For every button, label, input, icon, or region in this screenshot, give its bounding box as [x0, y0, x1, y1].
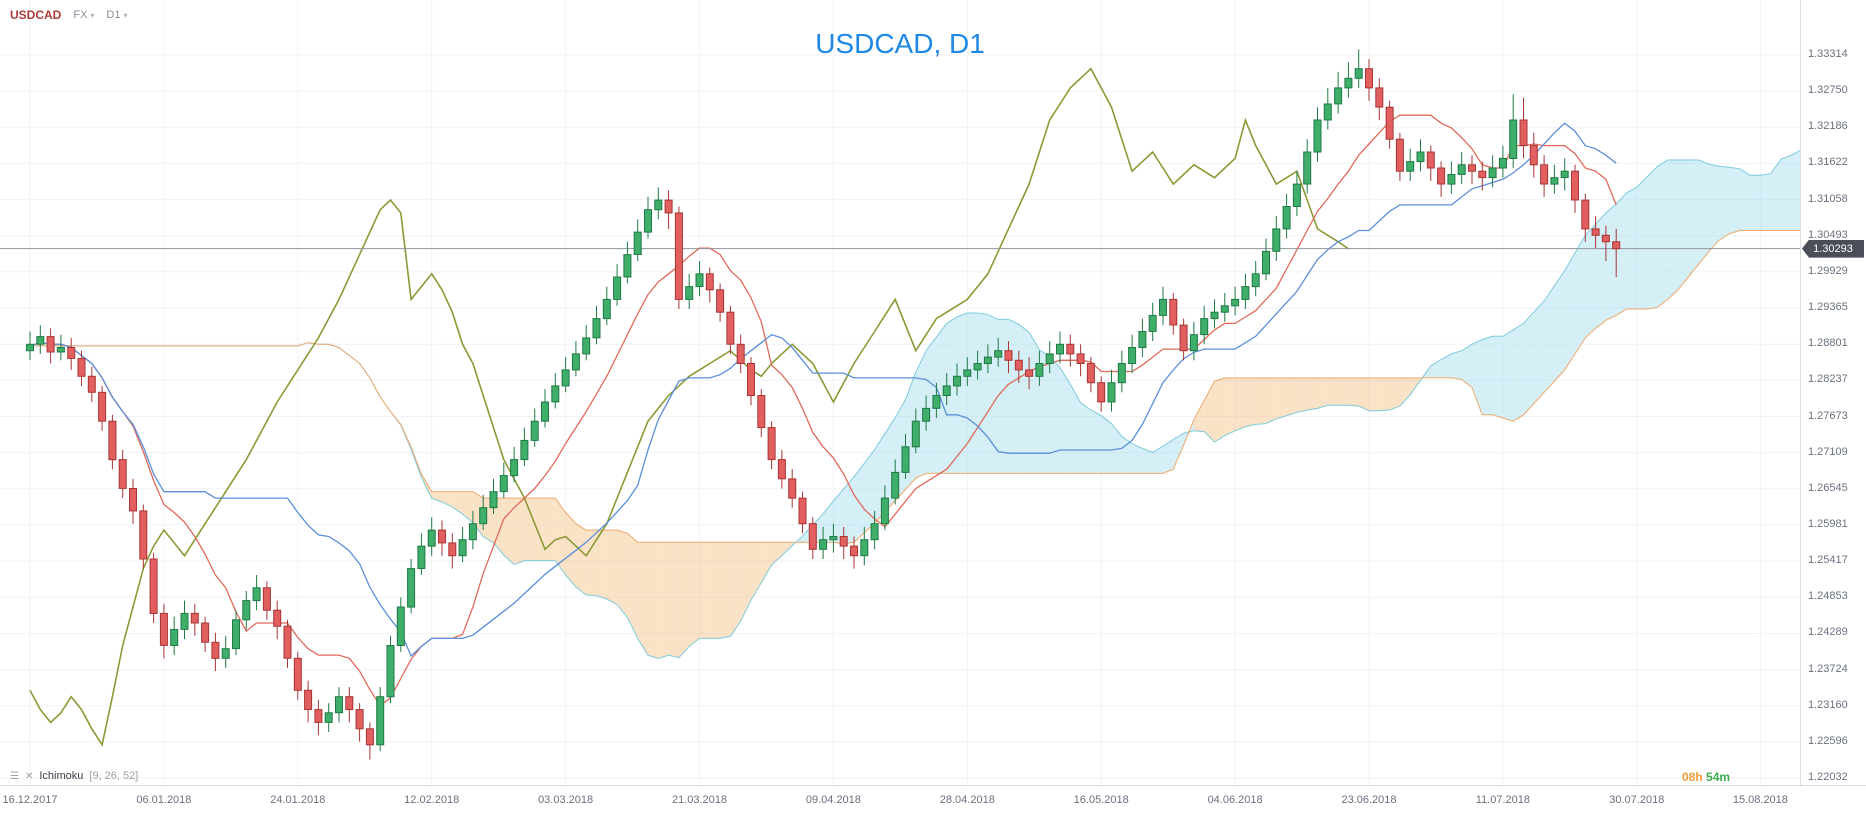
time-axis-label: 12.02.2018	[404, 794, 460, 806]
indicator-remove-icon[interactable]: ✕	[24, 770, 34, 782]
chevron-down-icon: ▾	[90, 10, 95, 20]
chevron-down-icon: ▾	[123, 10, 128, 20]
price-axis-label: 1.24853	[1808, 590, 1848, 603]
time-axis-label: 04.06.2018	[1207, 794, 1263, 806]
time-axis-label: 11.07.2018	[1475, 794, 1531, 806]
chart-header: USDCAD FX ▾ D1 ▾	[10, 8, 128, 22]
price-axis-label: 1.23724	[1808, 662, 1848, 675]
price-axis-label: 1.26545	[1808, 481, 1848, 494]
indicator-menu-icon[interactable]: ☰	[10, 770, 19, 782]
countdown-minutes: 54m	[1706, 770, 1731, 784]
bar-close-countdown: 08h 54m	[1682, 770, 1730, 784]
price-axis-label: 1.27673	[1808, 409, 1848, 422]
time-axis-label: 06.01.2018	[136, 794, 192, 806]
symbol-label[interactable]: USDCAD	[10, 8, 62, 22]
time-axis-label: 15.08.2018	[1732, 794, 1788, 806]
indicator-params: [9, 26, 52]	[89, 770, 139, 782]
time-axis-label: 24.01.2018	[270, 794, 326, 806]
last-price-badge: 1.30293	[1802, 239, 1864, 258]
price-axis-label: 1.25981	[1808, 517, 1848, 530]
price-axis-label: 1.32750	[1808, 84, 1848, 97]
candlestick-chart[interactable]	[0, 0, 1800, 785]
timeframe-dropdown[interactable]: D1 ▾	[106, 9, 127, 21]
market-dropdown[interactable]: FX ▾	[73, 9, 94, 21]
time-axis-label: 30.07.2018	[1609, 794, 1665, 806]
market-label: FX	[73, 9, 88, 21]
time-axis-label: 21.03.2018	[671, 794, 728, 806]
price-axis-label: 1.31058	[1808, 192, 1848, 205]
price-axis-label: 1.29365	[1808, 301, 1848, 314]
price-axis-label: 1.32186	[1808, 120, 1848, 133]
time-axis-label: 03.03.2018	[538, 794, 594, 806]
price-axis-label: 1.33314	[1808, 48, 1848, 60]
price-axis-label: 1.29929	[1808, 264, 1848, 277]
chart-title: USDCAD, D1	[815, 28, 985, 59]
price-axis[interactable]: 1.30293 1.33314 1.32750 1.32186 1.31622 1.31…	[1800, 0, 1866, 785]
price-axis-label: 1.28801	[1808, 337, 1848, 350]
countdown-hours: 08h	[1682, 770, 1703, 784]
price-axis-label: 1.31622	[1808, 156, 1848, 169]
price-axis-label: 1.30493	[1808, 228, 1848, 241]
time-axis-label: 23.06.2018	[1341, 794, 1397, 806]
time-axis-label: 09.04.2018	[805, 794, 861, 806]
time-axis-label: 16.12.2017	[2, 794, 58, 806]
price-axis-label: 1.25417	[1808, 554, 1848, 567]
time-axis[interactable]: 16.12.2017 06.01.2018 24.01.2018 12.02.2018…	[0, 785, 1866, 815]
indicator-name: Ichimoku	[39, 770, 84, 782]
price-axis-label: 1.22032	[1808, 771, 1848, 783]
price-axis-label: 1.24289	[1808, 626, 1848, 639]
price-axis-label: 1.23160	[1808, 698, 1848, 711]
price-axis-label: 1.27109	[1808, 445, 1848, 458]
time-axis-label: 28.04.2018	[939, 794, 995, 806]
timeframe-label: D1	[106, 9, 121, 21]
price-axis-label: 1.22596	[1808, 734, 1848, 747]
price-axis-label: 1.28237	[1808, 373, 1848, 386]
time-axis-label: 16.05.2018	[1073, 794, 1129, 806]
indicator-legend[interactable]: ☰ ✕ Ichimoku [9, 26, 52]	[10, 770, 138, 782]
